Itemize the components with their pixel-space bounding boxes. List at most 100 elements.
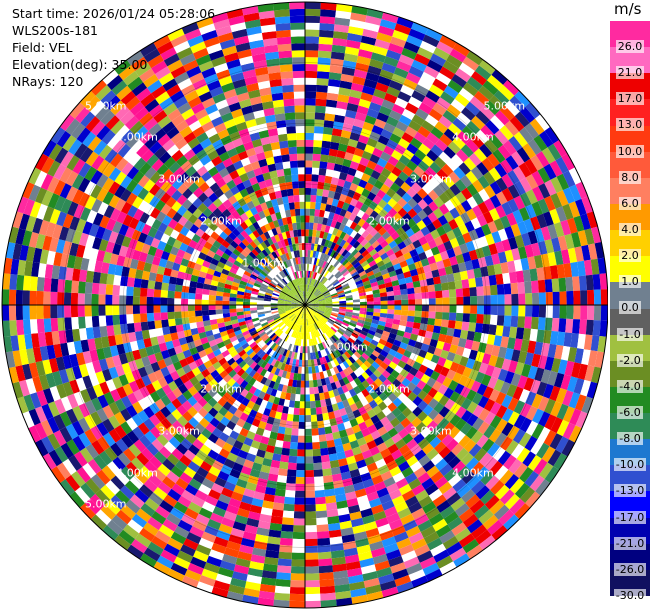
radar-gate (388, 518, 403, 530)
radar-gate (472, 192, 484, 206)
radar-gate (266, 339, 273, 346)
radar-gate (272, 502, 285, 511)
radar-gate (313, 344, 318, 353)
radar-gate (309, 394, 316, 402)
radar-gate (449, 547, 467, 562)
radar-gate (361, 150, 373, 161)
radar-gate (394, 501, 409, 513)
radar-gate (525, 293, 533, 305)
radar-gate (305, 538, 318, 547)
radar-gate (335, 416, 344, 425)
radar-gate (478, 235, 489, 248)
radar-gate (332, 334, 340, 341)
radar-gate (326, 162, 336, 171)
radar-gate (335, 493, 347, 503)
radar-gate (381, 193, 392, 204)
radar-gate (421, 292, 429, 299)
radar-gate (524, 471, 539, 487)
radar-gate (436, 340, 445, 350)
radar-gate (600, 305, 608, 321)
radar-gate (305, 360, 309, 367)
radar-gate (435, 524, 452, 538)
radar-gate (343, 287, 351, 293)
radar-gate (337, 143, 348, 152)
radar-gate (357, 285, 365, 291)
radar-gate (294, 338, 298, 346)
radar-gate (440, 233, 450, 244)
radar-gate (307, 270, 311, 278)
radar-gate (305, 50, 319, 58)
radar-gate (483, 285, 491, 296)
radar-gate (401, 108, 416, 121)
radar-gate (437, 215, 449, 226)
radar-gate (305, 566, 320, 574)
radar-gate (421, 358, 431, 368)
radar-gate (359, 310, 367, 315)
radar-gate (525, 420, 539, 436)
radar-gate (315, 313, 322, 318)
radar-gate (343, 484, 355, 494)
radar-gate (562, 406, 575, 423)
radar-gate (230, 527, 245, 538)
radar-gate (424, 351, 434, 361)
radar-gate (380, 296, 388, 301)
radar-gate (307, 311, 312, 318)
radar-gate (337, 315, 345, 320)
radar-gate (454, 320, 463, 330)
radar-gate (469, 313, 477, 323)
radar-gate (549, 330, 559, 345)
radar-gate (293, 373, 298, 381)
radar-gate (226, 420, 237, 431)
radar-gate (414, 513, 429, 526)
radar-gate (84, 305, 92, 317)
radar-gate (352, 409, 362, 419)
radar-gate (534, 367, 545, 382)
radar-gate (391, 495, 405, 507)
radar-gate (456, 305, 464, 314)
radar-gate (323, 340, 330, 348)
radar-gate (383, 476, 396, 488)
radar-gate (133, 287, 141, 297)
radar-gate (330, 249, 336, 258)
radar-gate (386, 265, 395, 273)
radar-gate (420, 258, 430, 267)
radar-gate (325, 502, 338, 511)
radar-gate (307, 277, 310, 285)
radar-gate (316, 358, 321, 366)
radar-gate (279, 537, 293, 546)
radar-gate (355, 358, 364, 367)
radar-gate (561, 345, 571, 361)
radar-gate (271, 509, 284, 518)
radar-gate (316, 84, 328, 93)
radar-gate (369, 210, 379, 220)
radar-gate (171, 448, 184, 461)
radar-gate (430, 354, 440, 364)
radar-gate (222, 442, 234, 453)
radar-gate (520, 257, 530, 271)
radar-gate (415, 355, 425, 365)
radar-gate (460, 175, 473, 188)
radar-gate (84, 282, 93, 294)
radar-gate (262, 500, 274, 509)
radar-gate (427, 345, 436, 355)
radar-gate (251, 497, 264, 508)
radar-gate (400, 310, 409, 316)
radar-gate (458, 262, 467, 273)
radar-gate (391, 166, 403, 177)
radar-gate (305, 201, 311, 209)
radar-gate (305, 291, 307, 299)
radar-gate (287, 407, 295, 415)
radar-gate (374, 386, 384, 396)
radar-gate (272, 326, 280, 333)
radar-gate (318, 305, 326, 308)
radar-gate (412, 396, 423, 407)
radar-gate (462, 313, 470, 323)
radar-gate (392, 285, 401, 291)
radar-gate (446, 54, 463, 69)
radar-gate (342, 158, 352, 168)
radar-gate (568, 201, 581, 218)
radar-gate (248, 409, 258, 419)
radar-gate (226, 540, 241, 552)
radar-gate (363, 360, 372, 369)
radar-gate (311, 305, 319, 307)
